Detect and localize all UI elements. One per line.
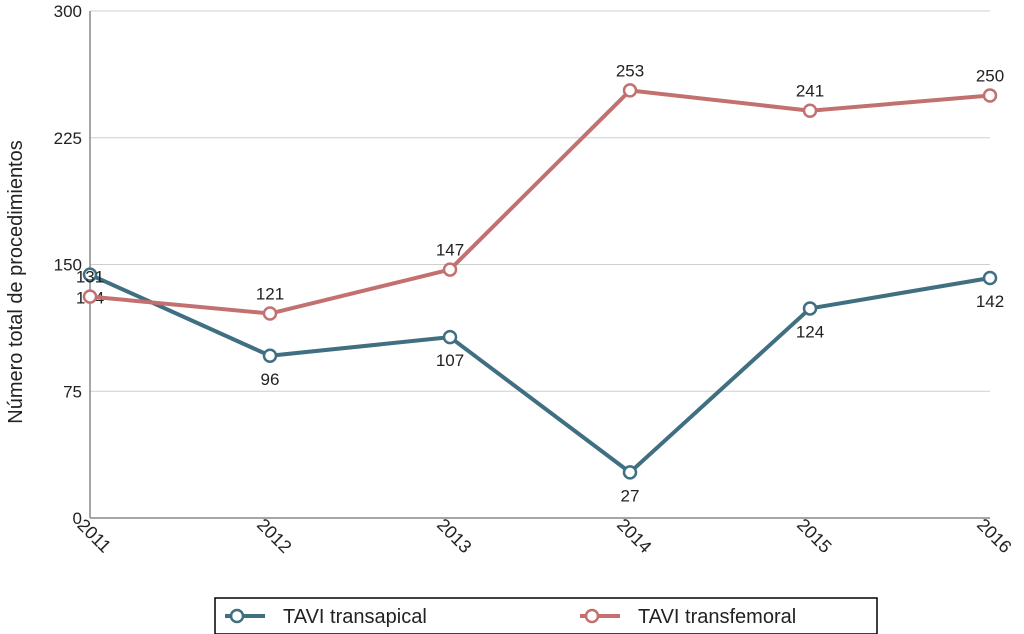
- data-label: 121: [256, 285, 284, 304]
- x-tick-label: 2012: [253, 515, 295, 557]
- legend-label: TAVI transfemoral: [638, 606, 796, 628]
- y-tick-label: 75: [63, 382, 82, 401]
- series-line: [89, 88, 991, 316]
- x-tick-label: 2013: [433, 515, 475, 557]
- data-label: 107: [436, 351, 464, 370]
- data-label: 96: [261, 370, 280, 389]
- data-point: [82, 267, 98, 282]
- data-label: 250: [976, 67, 1004, 86]
- data-point: [442, 329, 458, 345]
- data-point: [802, 301, 818, 316]
- legend-marker: [584, 608, 600, 624]
- data-point: [82, 289, 98, 304]
- data-point: [262, 348, 278, 364]
- data-label: 147: [436, 241, 464, 260]
- data-label: 131: [76, 268, 104, 287]
- y-tick-label: 300: [54, 2, 82, 21]
- x-tick-label: 2015: [793, 515, 835, 557]
- data-point: [802, 103, 818, 118]
- legend-box: [214, 597, 878, 634]
- legend-label: TAVI transapical: [283, 606, 427, 628]
- y-tick-label: 150: [54, 256, 82, 275]
- x-tick-label: 2014: [613, 515, 655, 557]
- data-point: [262, 306, 278, 321]
- data-label: 253: [616, 61, 644, 80]
- legend-marker: [229, 608, 245, 624]
- data-label: 124: [796, 322, 824, 341]
- series-line: [89, 272, 991, 475]
- data-point: [982, 88, 998, 103]
- x-tick-label: 2016: [973, 515, 1015, 557]
- y-tick-label: 225: [54, 129, 82, 148]
- y-tick-label: 0: [73, 509, 82, 528]
- data-point: [622, 465, 638, 480]
- data-label: 27: [621, 486, 640, 505]
- data-point: [442, 262, 458, 277]
- data-label: 241: [796, 82, 824, 101]
- y-axis-title: Número total de procedimientos: [5, 140, 27, 423]
- data-point: [622, 83, 638, 98]
- data-point: [982, 270, 998, 286]
- data-label: 142: [976, 292, 1004, 311]
